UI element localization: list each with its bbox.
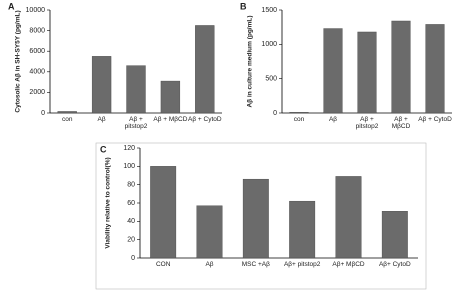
y-tick-label: 80 [127,182,135,189]
bar [289,200,316,259]
x-tick-label-box: Aβ + pitstop2 [124,116,148,131]
bar [323,28,343,114]
x-tick-label-box: Aβ + MβCD [391,116,411,131]
bar [126,65,146,114]
y-tick-label: 1000 [261,41,277,48]
y-tick-label: 0 [41,110,45,117]
x-tick-label-box: Aβ+ pitstop2 [283,261,321,268]
x-tick-label: con [61,116,73,123]
x-tick-label-box: Aβ + CytoD [418,116,452,123]
x-tick-label-box: Aβ+ CytoD [378,261,411,268]
y-tick-label: 6000 [29,48,45,55]
y-tick-label: 100 [123,163,135,170]
bar [160,80,181,114]
bar [57,111,77,114]
y-tick-label: 0 [273,110,277,117]
y-tick-label: 2000 [29,89,45,96]
x-tick-label-box: Aβ+ MβCD [332,261,365,268]
bar [381,211,408,259]
x-tick-label: Aβ+ pitstop2 [283,261,321,268]
bar [425,24,445,114]
x-tick-label-box: con [293,116,305,123]
x-tick-label: Aβ+ MβCD [332,261,365,268]
x-tick-label-box: con [61,116,73,123]
bar [91,56,112,114]
x-tick-label-box: Aβ [328,116,338,123]
bar [335,176,362,259]
y-tick-label: 60 [127,200,135,207]
bar [196,205,223,259]
x-tick-label: Aβ [328,116,338,123]
x-tick-label: Aβ [205,261,214,268]
panel-label: B [240,1,247,11]
x-tick-label: con [293,116,305,123]
y-axis-label: Cytosolic Aβ in SH-SY5Y (pg/mL) [15,10,22,112]
bar [195,25,215,114]
x-tick-label: Aβ + MβCD [153,116,188,123]
x-tick-label-box: Aβ [97,116,106,123]
y-axis-label: Viability relative to control(%) [105,157,112,248]
bar [357,31,377,114]
y-tick-label: 1500 [261,7,277,14]
bar [391,20,411,114]
x-tick-label-box: Aβ + pitstop2 [355,116,379,131]
x-tick-label: Aβ [97,116,106,123]
x-tick-label: Aβ + CytoD [188,116,222,123]
x-tick-label: Aβ + CytoD [418,116,452,123]
y-tick-label: 40 [127,218,135,225]
y-tick-label: 10000 [26,7,46,14]
x-tick-label-box: Aβ + MβCD [153,116,188,123]
x-tick-label: Aβ + pitstop2 [124,116,148,131]
y-tick-label: 500 [265,76,277,83]
x-tick-label-box: CON [155,261,171,268]
y-axis-label: Aβ in culture medium (pg/mL) [247,15,254,107]
x-tick-label-box: MSC +Aβ [241,261,270,268]
x-tick-label-box: Aβ [205,261,214,268]
y-tick-label: 120 [123,145,135,152]
bar [242,178,269,259]
panel-label: C [100,144,107,154]
y-tick-label: 20 [127,237,135,244]
x-tick-label: Aβ + MβCD [391,116,411,131]
y-tick-label: 4000 [29,69,45,76]
bar [150,166,177,259]
bar [289,112,309,114]
panel-label: A [8,1,15,11]
x-tick-label: Aβ+ CytoD [378,261,411,268]
y-tick-label: 8000 [29,27,45,34]
x-tick-label: CON [155,261,171,268]
y-tick-label: 0 [131,255,135,262]
panel-c-frame [95,142,427,290]
x-tick-label: Aβ + pitstop2 [355,116,379,131]
x-tick-label-box: Aβ + CytoD [188,116,222,123]
x-tick-label: MSC +Aβ [241,261,270,268]
